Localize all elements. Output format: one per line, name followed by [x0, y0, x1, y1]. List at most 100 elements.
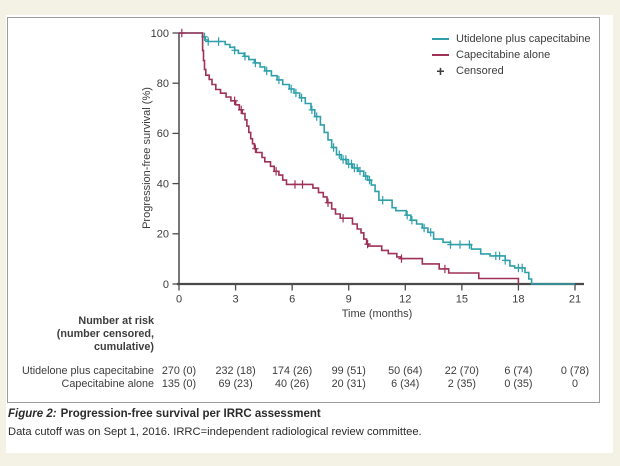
risk-value: 0 (35)	[504, 378, 533, 390]
censor-mark	[408, 216, 416, 225]
y-axis-title: Progression-free survival (%)	[141, 87, 153, 229]
risk-value: 135 (0)	[161, 378, 197, 390]
risk-value: 2 (35)	[447, 378, 476, 390]
y-tick-label: 20	[157, 229, 169, 241]
censor-mark	[263, 66, 270, 76]
risk-value: 0	[571, 378, 578, 390]
censor-mark	[336, 150, 343, 159]
figure-caption-title: Progression-free survival per IRRC asses…	[60, 408, 321, 420]
censor-mark	[291, 180, 299, 189]
risk-header-line-1: Number at risk	[78, 315, 154, 327]
km-figure-panel: 0 20 40 60 80 100 0 3 6 9 12 15 18 21 Progression-fre…	[7, 17, 600, 403]
censor-mark	[348, 159, 355, 169]
capecitabine-line-swatch	[432, 54, 449, 56]
series-1-censor-marks	[178, 28, 449, 274]
y-tick-label: 40	[157, 178, 169, 190]
legend: Utidelone plus capecitabine Capecitabine…	[432, 31, 591, 79]
censor-mark	[308, 105, 316, 114]
y-tick-label: 100	[151, 28, 169, 40]
risk-value: 270 (0)	[161, 365, 197, 377]
censor-mark	[366, 175, 373, 185]
censor-mark	[298, 93, 305, 102]
legend-label-censored: Censored	[456, 65, 504, 77]
censor-mark	[272, 167, 280, 176]
figure-number-label: Figure 2:	[8, 408, 57, 420]
x-tick-label: 6	[289, 294, 295, 306]
censor-mark	[241, 52, 249, 61]
risk-value: 232 (18)	[215, 365, 256, 377]
censor-mark	[447, 240, 454, 249]
risk-row-label-capecitabine: Capecitabine alone	[61, 378, 154, 390]
censor-mark	[427, 228, 434, 237]
legend-item-capecitabine: Capecitabine alone	[432, 47, 591, 63]
censor-mark	[275, 75, 283, 85]
censor-mark	[178, 28, 185, 38]
censor-mark	[238, 105, 245, 114]
censor-mark	[288, 84, 295, 94]
figure-caption-note: Data cutoff was on Sept 1, 2016. IRRC=in…	[8, 426, 422, 438]
censor-mark	[404, 211, 411, 220]
risk-value: 0 (78)	[560, 365, 590, 377]
series-0-censor-marks	[201, 32, 526, 273]
y-tick-label: 60	[157, 128, 169, 140]
risk-value: 40 (26)	[275, 378, 310, 390]
censor-mark	[330, 143, 337, 152]
censor-mark	[252, 58, 259, 68]
censor-mark	[342, 155, 350, 164]
number-at-risk-header: Number at risk (number censored, cumulat…	[8, 315, 154, 354]
legend-item-utidelone: Utidelone plus capecitabine	[432, 31, 591, 47]
censor-mark	[356, 166, 364, 176]
censor-mark	[502, 256, 509, 265]
censor-mark	[324, 198, 332, 207]
censor-mark	[420, 223, 428, 233]
censor-mark	[379, 196, 386, 205]
y-tick-label: 80	[157, 78, 169, 90]
x-tick-label: 18	[512, 294, 524, 306]
x-tick-label: 9	[346, 294, 352, 306]
censor-mark	[215, 37, 222, 46]
censor-mark	[292, 88, 300, 98]
x-tick-label: 3	[233, 294, 239, 306]
censor-mark	[252, 144, 259, 153]
censor-mark	[496, 251, 503, 261]
risk-header-line-2: (number censored,	[56, 328, 154, 340]
censor-mark	[466, 240, 473, 249]
censored-plus-icon: +	[436, 63, 445, 79]
legend-label-utidelone: Utidelone plus capecitabine	[456, 33, 591, 45]
legend-item-censored: + Censored	[432, 63, 591, 79]
censor-mark	[364, 239, 371, 249]
risk-value: 174 (26)	[272, 365, 313, 377]
censor-mark	[441, 264, 449, 274]
figure-caption: Figure 2: Progression-free survival per I…	[8, 408, 321, 420]
x-tick-label: 15	[456, 294, 468, 306]
x-tick-label: 0	[176, 294, 182, 306]
risk-value: 22 (70)	[444, 365, 479, 377]
censor-mark	[205, 37, 212, 46]
censor-mark	[231, 96, 238, 105]
censor-mark	[299, 180, 306, 189]
censor-mark	[456, 240, 464, 249]
risk-value: 6 (34)	[391, 378, 420, 390]
censor-mark	[339, 214, 347, 223]
risk-row-label-utidelone: Utidelone plus capecitabine	[21, 365, 154, 377]
risk-value: 69 (23)	[218, 378, 253, 390]
censor-mark	[398, 254, 405, 263]
censor-mark	[313, 112, 320, 121]
risk-value: 50 (64)	[388, 365, 423, 377]
censor-mark	[362, 171, 369, 181]
x-tick-label: 12	[399, 294, 411, 306]
risk-header-line-3: cumulative)	[94, 341, 154, 353]
risk-value: 99 (51)	[331, 365, 366, 377]
censor-mark	[231, 46, 238, 55]
axes: 0 20 40 60 80 100 0 3 6 9 12 15 18 21	[151, 28, 584, 306]
km-plot: 0 20 40 60 80 100 0 3 6 9 12 15 18 21	[151, 28, 584, 306]
y-tick-label: 0	[163, 279, 169, 291]
censor-mark	[519, 263, 526, 273]
x-axis-title: Time (months)	[341, 308, 413, 320]
risk-value: 20 (31)	[331, 378, 366, 390]
utidelone-line-swatch	[432, 38, 449, 40]
x-tick-label: 21	[569, 294, 581, 306]
risk-value: 6 (74)	[504, 365, 533, 377]
legend-label-capecitabine: Capecitabine alone	[456, 49, 551, 61]
